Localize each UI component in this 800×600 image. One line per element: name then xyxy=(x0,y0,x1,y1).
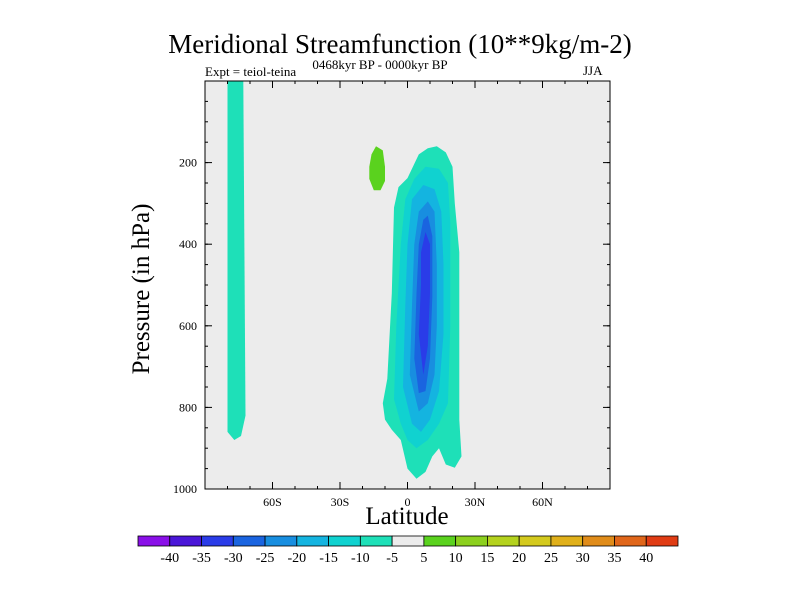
y-tick-label: 800 xyxy=(179,400,197,414)
colorbar-box xyxy=(423,535,457,547)
colorbar-label: 20 xyxy=(512,551,526,566)
colorbar-box xyxy=(296,535,329,547)
axes: 60S 30S 0 30N 60N 200 400 600 800 1000 xyxy=(173,81,611,509)
season-note: JJA xyxy=(583,63,603,78)
colorbar-box xyxy=(391,535,425,547)
contour-region-9 xyxy=(400,133,421,163)
x-tick-label: 60N xyxy=(532,495,553,509)
y-tick-label: 600 xyxy=(179,319,197,333)
colorbar-box xyxy=(328,535,361,547)
y-tick-label: 1000 xyxy=(173,482,197,496)
contour-region-12 xyxy=(463,166,475,400)
contour-region-0 xyxy=(227,81,246,440)
contour-region-14 xyxy=(535,81,572,465)
colorbar-box xyxy=(359,535,393,547)
colorbar-label: 30 xyxy=(576,551,590,566)
contour-region-8 xyxy=(369,146,385,191)
colorbar-label: -15 xyxy=(319,551,338,566)
colorbar-box xyxy=(455,535,488,547)
colorbar-box xyxy=(614,535,647,547)
experiment-note: Expt = teiol-teina xyxy=(205,64,297,79)
colorbar-label: -35 xyxy=(192,551,211,566)
colorbar-label: -10 xyxy=(351,551,370,566)
contour-region-11 xyxy=(450,81,453,114)
x-axis-label: Latitude xyxy=(365,503,449,530)
contour-region-13 xyxy=(497,81,509,310)
x-tick-label: 0 xyxy=(405,495,411,509)
colorbar-label: -25 xyxy=(256,551,275,566)
x-tick-label: 60S xyxy=(263,495,282,509)
colorbar-label: 35 xyxy=(607,551,621,566)
colorbar-box xyxy=(550,535,584,547)
colorbar-label: 10 xyxy=(449,551,463,566)
colorbar-box xyxy=(582,535,615,547)
colorbar-box xyxy=(169,535,202,547)
contour-region-6 xyxy=(418,232,430,375)
colorbar-box xyxy=(518,535,552,547)
colorbar-label: 25 xyxy=(544,551,558,566)
colorbar-label: -30 xyxy=(224,551,243,566)
contour-regions xyxy=(227,81,572,479)
y-tick-label: 400 xyxy=(179,237,197,251)
colorbar-box xyxy=(137,535,171,547)
colorbar-box xyxy=(232,535,266,547)
contour-region-10 xyxy=(389,81,394,115)
colorbar-box xyxy=(201,535,234,547)
colorbar-box xyxy=(487,535,520,547)
colorbar-label: -20 xyxy=(287,551,306,566)
colorbar-label: 40 xyxy=(639,551,653,566)
period-note: 0468kyr BP - 0000kyr BP xyxy=(312,57,448,72)
y-tick-label: 200 xyxy=(179,156,197,170)
colorbar-label: -40 xyxy=(160,551,179,566)
colorbar-box xyxy=(645,535,679,547)
colorbar: -40 -35 -30 -25 -20 -15 -10 -5 5 10 15 20 25 30 35 40 xyxy=(137,535,679,566)
colorbar-label: 15 xyxy=(480,551,494,566)
colorbar-label: -5 xyxy=(386,551,398,566)
chart-title: Meridional Streamfunction (10**9kg/m-2) xyxy=(168,29,632,59)
x-tick-label: 30N xyxy=(465,495,486,509)
x-tick-label: 30S xyxy=(331,495,350,509)
colorbar-label: 5 xyxy=(420,551,427,566)
colorbar-box xyxy=(264,535,298,547)
